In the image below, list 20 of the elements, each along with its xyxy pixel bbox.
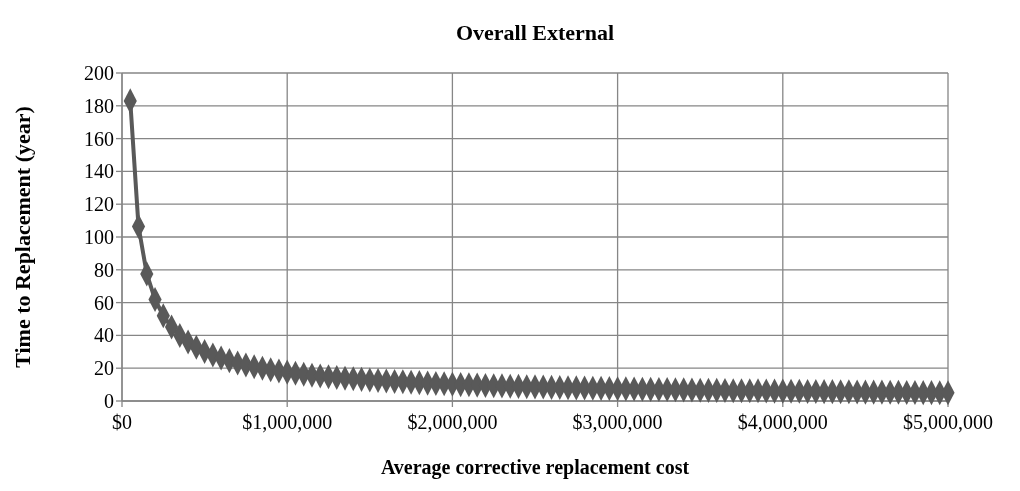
y-tick-label: 40 xyxy=(94,324,114,347)
x-axis-title: Average corrective replacement cost xyxy=(380,456,690,479)
x-tick-label: $5,000,000 xyxy=(903,411,993,433)
y-tick-label: 60 xyxy=(94,291,114,314)
y-tick-label: 160 xyxy=(84,127,114,150)
y-tick-label: 180 xyxy=(84,94,114,117)
x-tick-label: $2,000,000 xyxy=(407,411,498,433)
x-tick-label: $1,000,000 xyxy=(242,411,333,433)
x-tick-label: $3,000,000 xyxy=(572,411,663,433)
y-tick-label: 120 xyxy=(84,193,114,216)
y-tick-label: 100 xyxy=(84,226,114,248)
y-tick-label: 0 xyxy=(104,390,114,412)
y-tick-label: 80 xyxy=(94,258,114,281)
chart-title: Overall External xyxy=(455,20,615,45)
y-tick-label: 20 xyxy=(94,357,114,380)
y-tick-label: 140 xyxy=(84,160,114,183)
x-tick-label: $4,000,000 xyxy=(737,411,828,433)
y-axis-title: Time to Replacement (year) xyxy=(10,106,35,368)
x-tick-label: $0 xyxy=(112,411,132,433)
y-tick-label: 200 xyxy=(84,62,114,84)
